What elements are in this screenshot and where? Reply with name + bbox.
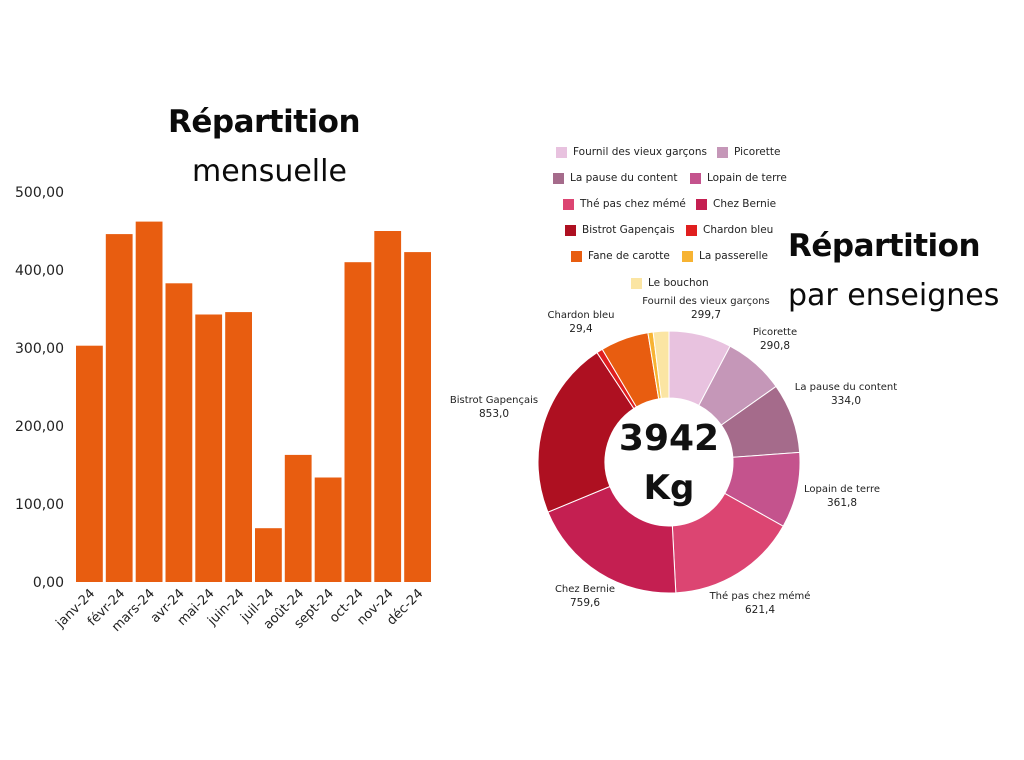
stores-subtitle: par enseignes [788,278,1000,313]
donut-slice [537,351,635,513]
legend-swatch [690,172,701,184]
legend-swatch [565,224,576,236]
legend-item: Fane de carotte [571,250,670,262]
legend-item: La pause du content [553,172,678,184]
slice-name-label: Chez Bernie [555,584,615,595]
slice-name-label: Thé pas chez mémé [709,590,811,602]
y-tick-label: 500,00 [15,185,64,201]
donut-center-value: 3942 [618,418,720,459]
legend-item: Le bouchon [631,277,709,289]
slice-name-label: La pause du content [795,382,897,393]
slice-value-label: 299,7 [691,309,721,321]
legend-swatch [556,146,567,158]
legend-label: Fane de carotte [588,250,670,262]
bar-mars-24 [135,221,163,582]
bar-févr-24 [105,234,133,582]
legend-label: Lopain de terre [707,172,787,184]
donut-center-unit: Kg [643,468,695,508]
legend-swatch [682,250,693,262]
legend-item: Chardon bleu [686,224,773,236]
slice-value-label: 361,8 [827,497,857,509]
monthly-subtitle: mensuelle [192,154,347,189]
legend-swatch [553,172,564,184]
donut-slice [652,330,670,400]
slice-name-label: Lopain de terre [804,484,880,495]
slice-name-label: Fournil des vieux garçons [642,296,770,307]
y-tick-label: 0,00 [33,575,64,591]
slice-value-label: 29,4 [569,323,593,335]
y-tick-label: 100,00 [15,497,64,513]
bar-déc-24 [404,252,431,582]
legend-swatch [563,198,574,210]
monthly-title: Répartition [168,104,361,140]
legend-item: Thé pas chez mémé [563,198,686,210]
legend-label: Thé pas chez mémé [580,198,686,210]
legend-item: Lopain de terre [690,172,787,184]
stores-title: Répartition [788,228,981,264]
legend-label: La pause du content [570,172,678,184]
monthly-bar-chart: 0,00100,00200,00300,00400,00500,00janv-2… [15,185,431,635]
legend-item: Chez Bernie [696,198,776,210]
bar-juil-24 [255,528,282,582]
legend-swatch [686,224,697,236]
bar-sept-24 [314,477,342,582]
slice-value-label: 759,6 [570,597,600,609]
slice-name-label: Picorette [753,327,797,338]
legend-swatch [696,198,707,210]
y-tick-label: 200,00 [15,419,64,435]
legend-swatch [717,146,728,158]
slice-name-label: Chardon bleu [548,310,615,321]
legend-swatch [631,277,642,289]
legend-item: La passerelle [682,250,768,262]
legend-label: Chez Bernie [713,198,777,210]
donut-slice [547,485,677,594]
slice-value-label: 290,8 [760,340,790,352]
bar-janv-24 [76,345,103,582]
legend-label: Picorette [734,146,781,158]
legend-label: Le bouchon [648,277,709,289]
legend-label: Chardon bleu [703,224,774,236]
bar-oct-24 [344,262,372,582]
slice-value-label: 621,4 [745,604,775,616]
bar-nov-24 [374,231,402,582]
legend-item: Fournil des vieux garçons [556,146,707,158]
bar-mai-24 [195,314,223,582]
bar-août-24 [284,454,312,582]
legend-label: Fournil des vieux garçons [573,146,707,158]
legend-item: Picorette [717,146,780,158]
bar-juin-24 [225,312,252,582]
legend-item: Bistrot Gapençais [565,224,675,236]
legend-swatch [571,250,582,262]
legend-label: La passerelle [699,250,768,262]
slice-value-label: 334,0 [831,395,861,407]
bar-avr-24 [165,283,193,582]
slice-name-label: Bistrot Gapençais [450,395,538,406]
y-tick-label: 300,00 [15,341,64,357]
y-tick-label: 400,00 [15,263,64,279]
legend-label: Bistrot Gapençais [582,224,675,236]
slice-value-label: 853,0 [479,408,509,420]
